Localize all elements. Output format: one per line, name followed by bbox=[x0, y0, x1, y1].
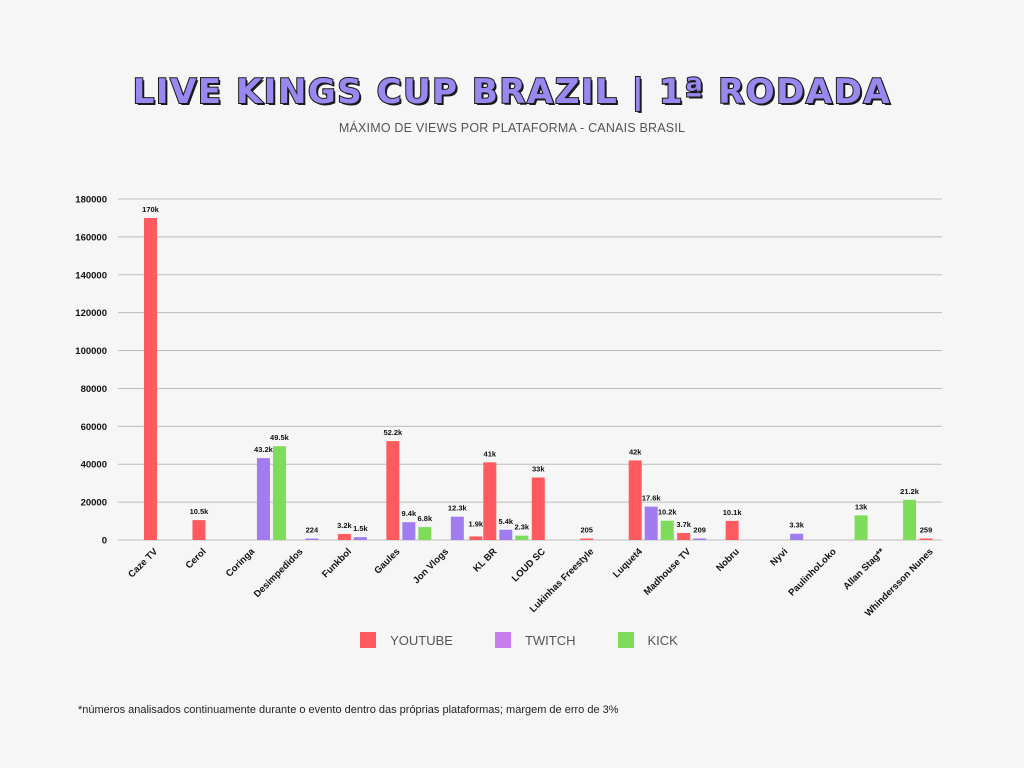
bar-value-label: 259 bbox=[920, 526, 933, 535]
bar-value-label: 5.4k bbox=[498, 517, 513, 526]
bar-value-label: 224 bbox=[306, 526, 319, 535]
x-tick-label: Coringa bbox=[224, 546, 258, 580]
bar-youtube bbox=[483, 462, 497, 540]
bar-twitch bbox=[450, 516, 464, 540]
y-tick-label: 0 bbox=[102, 536, 107, 547]
legend-swatch-kick bbox=[617, 632, 634, 648]
bar-value-label: 170k bbox=[142, 205, 160, 214]
x-tick-label: Allan Stag** bbox=[841, 546, 887, 592]
y-tick-label: 60000 bbox=[81, 422, 107, 433]
bar-twitch bbox=[353, 537, 367, 540]
x-tick-label: Gaules bbox=[372, 546, 402, 576]
legend-swatch-youtube bbox=[360, 632, 377, 648]
x-tick-label: PaulinhoLoko bbox=[787, 546, 839, 598]
y-tick-label: 100000 bbox=[75, 346, 107, 357]
y-tick-label: 20000 bbox=[81, 498, 107, 509]
y-tick-label: 80000 bbox=[81, 384, 107, 395]
y-tick-label: 40000 bbox=[81, 460, 107, 471]
y-tick-label: 140000 bbox=[75, 270, 107, 281]
y-axis: 0 20000 40000 60000 80000 100000 120000 140000 1… bbox=[75, 195, 107, 547]
x-tick-label: LOUD SC bbox=[510, 546, 548, 584]
bar-value-label: 41k bbox=[484, 449, 497, 458]
bar-youtube bbox=[386, 441, 400, 540]
legend-swatch-twitch bbox=[494, 632, 511, 648]
bars bbox=[144, 217, 933, 540]
bar-twitch bbox=[305, 538, 319, 540]
bar-value-label: 6.8k bbox=[418, 514, 433, 523]
chart-subtitle: MÁXIMO DE VIEWS POR PLATAFORMA - CANAIS … bbox=[338, 121, 686, 135]
bar-value-label: 9.4k bbox=[402, 509, 417, 518]
data-labels: 170k 10.5k 43.2k 49.5k 224 3.2k 1.5k 52.2k 9.4k6… bbox=[142, 205, 932, 535]
bar-value-label: 10.5k bbox=[190, 507, 210, 516]
bar-twitch bbox=[693, 538, 707, 540]
y-tick-label: 180000 bbox=[75, 195, 107, 206]
legend-item-kick: KICK bbox=[604, 632, 678, 648]
x-tick-label: Desimpedidos bbox=[252, 546, 306, 600]
bar-youtube bbox=[677, 532, 691, 540]
bar-kick bbox=[418, 527, 432, 540]
bar-youtube bbox=[192, 520, 206, 540]
bar-kick bbox=[854, 515, 868, 540]
chart-title: LIVE KINGS CUP BRAZIL | 1ª RODADA bbox=[132, 71, 892, 113]
legend-label-twitch: TWITCH bbox=[524, 632, 576, 648]
bar-twitch bbox=[402, 522, 416, 540]
legend: YOUTUBE TWITCH KICK bbox=[0, 632, 1024, 648]
x-tick-label: Nobru bbox=[714, 546, 742, 574]
bar-value-label: 2.3k bbox=[514, 523, 529, 532]
y-tick-label: 120000 bbox=[75, 308, 107, 319]
x-tick-label: KL BR bbox=[471, 546, 499, 574]
x-tick-label: Caze TV bbox=[126, 546, 160, 580]
bar-kick bbox=[903, 499, 917, 540]
bar-youtube bbox=[919, 538, 933, 540]
legend-label-youtube: YOUTUBE bbox=[390, 632, 453, 648]
bar-twitch bbox=[790, 533, 804, 540]
bar-value-label: 3.3k bbox=[789, 521, 804, 530]
bar-value-label: 43.2k bbox=[254, 445, 274, 454]
bar-kick bbox=[515, 535, 529, 540]
bar-value-label: 1.9k bbox=[468, 519, 483, 528]
x-tick-label: Funkbol bbox=[320, 546, 354, 580]
legend-label-kick: KICK bbox=[647, 632, 678, 648]
bar-value-label: 12.3k bbox=[448, 504, 468, 513]
bar-value-label: 17.6k bbox=[642, 494, 662, 503]
x-tick-label: Nyvi bbox=[768, 546, 790, 568]
legend-item-youtube: YOUTUBE bbox=[346, 632, 453, 648]
gridlines bbox=[118, 198, 942, 541]
bar-value-label: 10.1k bbox=[723, 508, 743, 517]
bar-value-label: 10.2k bbox=[658, 508, 678, 517]
bar-value-label: 33k bbox=[532, 464, 545, 473]
bar-value-label: 3.7k bbox=[676, 520, 691, 529]
bar-kick bbox=[660, 520, 674, 540]
bar-youtube bbox=[531, 477, 545, 540]
bar-kick bbox=[272, 446, 286, 540]
footnote: *números analisados continuamente durant… bbox=[78, 704, 619, 716]
bar-twitch bbox=[499, 529, 513, 540]
bar-twitch bbox=[256, 458, 270, 540]
bar-value-label: 1.5k bbox=[353, 524, 368, 533]
bar-value-label: 13k bbox=[855, 502, 868, 511]
x-tick-label: Madhouse TV bbox=[642, 546, 694, 598]
bar-twitch bbox=[644, 506, 658, 540]
x-tick-label: Luquet4 bbox=[611, 546, 645, 580]
bar-value-label: 205 bbox=[580, 526, 593, 535]
bar-value-label: 49.5k bbox=[270, 433, 290, 442]
bar-value-label: 209 bbox=[693, 526, 706, 535]
x-tick-label: Cerol bbox=[184, 546, 209, 571]
bar-value-label: 52.2k bbox=[383, 428, 403, 437]
y-tick-label: 160000 bbox=[75, 232, 107, 243]
bar-youtube bbox=[725, 520, 739, 540]
bar-youtube bbox=[144, 217, 157, 540]
bar-youtube bbox=[337, 533, 351, 540]
bar-youtube bbox=[469, 536, 483, 540]
legend-item-twitch: TWITCH bbox=[481, 632, 576, 648]
bar-value-label: 42k bbox=[629, 447, 642, 456]
bar-value-label: 21.2k bbox=[900, 487, 920, 496]
bar-youtube bbox=[580, 538, 594, 540]
bar-value-label: 3.2k bbox=[337, 521, 352, 530]
bar-youtube bbox=[628, 460, 642, 540]
x-tick-label: Jon Vlogs bbox=[411, 546, 451, 586]
